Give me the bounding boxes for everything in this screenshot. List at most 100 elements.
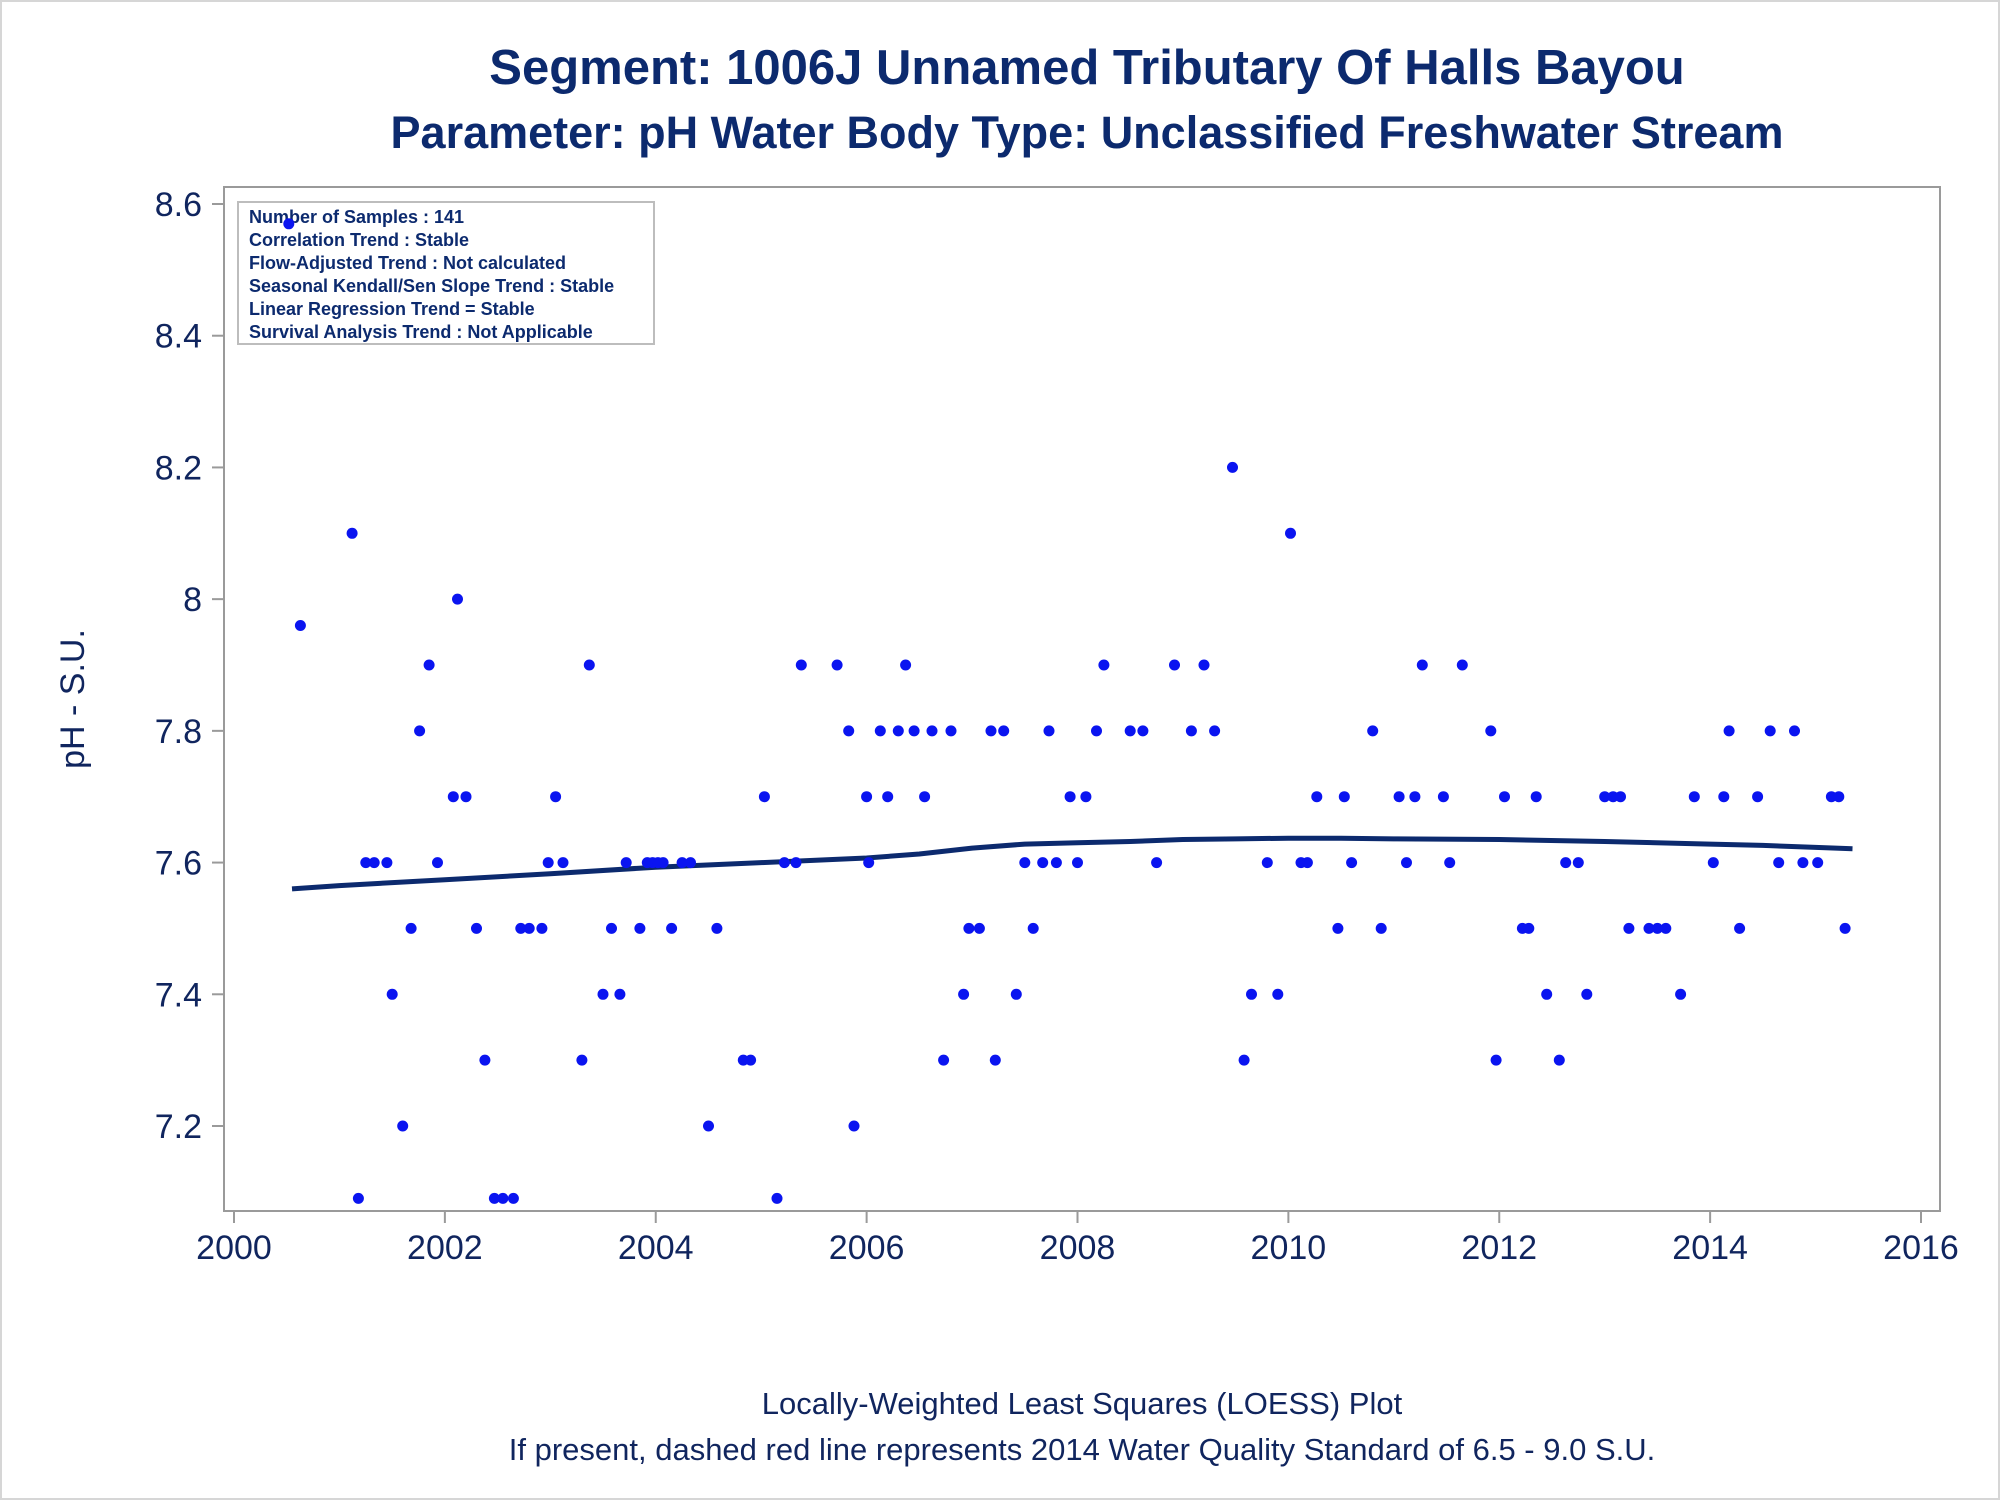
- y-tick-label-8.2: 8.2: [155, 449, 202, 487]
- data-point: [1401, 857, 1412, 869]
- data-point: [360, 857, 372, 869]
- data-point: [758, 791, 770, 803]
- data-point: [606, 922, 617, 934]
- trend-summary-box: Number of Samples : 141 Correlation Tren…: [237, 201, 655, 345]
- data-point: [1553, 1054, 1565, 1066]
- data-point: [1091, 725, 1102, 737]
- data-point: [1238, 1054, 1250, 1066]
- data-point: [550, 791, 562, 803]
- data-point: [1530, 791, 1542, 803]
- x-tick-label-2014: 2014: [1672, 1229, 1748, 1267]
- data-point: [778, 857, 790, 869]
- data-point: [423, 659, 435, 671]
- data-point: [620, 857, 632, 869]
- data-point: [1718, 791, 1730, 803]
- data-point: [1367, 725, 1379, 737]
- data-point: [1560, 857, 1572, 869]
- data-point: [381, 857, 393, 869]
- data-point: [1723, 725, 1735, 737]
- data-point: [1272, 988, 1284, 1000]
- data-point: [1198, 659, 1210, 671]
- x-tick-label-2000: 2000: [196, 1229, 272, 1267]
- data-point: [1660, 922, 1672, 934]
- inset-line-seasonal-kendall: Seasonal Kendall/Sen Slope Trend : Stabl…: [249, 276, 614, 296]
- data-point: [1572, 857, 1584, 869]
- data-point: [963, 922, 975, 934]
- data-point: [1375, 922, 1387, 934]
- data-point: [703, 1120, 714, 1132]
- data-point: [397, 1120, 409, 1132]
- data-point: [1124, 725, 1136, 737]
- x-tick-label-2006: 2006: [829, 1229, 905, 1267]
- data-point: [1227, 461, 1238, 473]
- y-tick-label-8.4: 8.4: [155, 318, 202, 356]
- data-point: [1752, 791, 1764, 803]
- y-tick-label-7.4: 7.4: [155, 976, 202, 1014]
- chart-title: Segment: 1006J Unnamed Tributary Of Hall…: [489, 41, 1684, 95]
- y-axis: 7.2 7.4 7.6 7.8 8 8.2 8.4 8.6: [155, 186, 224, 1146]
- data-point: [1261, 857, 1273, 869]
- x-tick-label-2012: 2012: [1461, 1229, 1537, 1267]
- data-point: [1541, 988, 1553, 1000]
- data-point: [1409, 791, 1421, 803]
- data-point: [1523, 922, 1535, 934]
- chart-subtitle: Parameter: pH Water Body Type: Unclassif…: [391, 107, 1784, 158]
- data-point: [666, 922, 678, 934]
- data-point: [985, 725, 997, 737]
- data-point: [1301, 857, 1313, 869]
- data-point: [1623, 922, 1635, 934]
- data-point: [597, 988, 609, 1000]
- data-point: [1789, 725, 1800, 737]
- data-point: [1581, 988, 1593, 1000]
- data-point: [1773, 857, 1785, 869]
- data-point: [1437, 791, 1449, 803]
- y-tick-label-8.6: 8.6: [155, 186, 202, 224]
- footnote-loess: Locally-Weighted Least Squares (LOESS) P…: [762, 1386, 1403, 1421]
- footnote-standard: If present, dashed red line represents 2…: [509, 1432, 1656, 1467]
- data-point: [583, 659, 595, 671]
- data-point: [861, 791, 873, 803]
- data-point: [1098, 659, 1110, 671]
- data-point: [447, 791, 459, 803]
- data-point: [346, 527, 358, 539]
- data-point: [497, 1192, 509, 1204]
- x-tick-label-2002: 2002: [407, 1229, 483, 1267]
- data-point: [1393, 791, 1405, 803]
- data-point: [882, 791, 894, 803]
- data-point: [1338, 791, 1350, 803]
- y-tick-label-8: 8: [183, 581, 202, 619]
- data-point: [1833, 791, 1845, 803]
- data-point: [1485, 725, 1497, 737]
- y-tick-label-7.8: 7.8: [155, 713, 202, 751]
- inset-line-correlation: Correlation Trend : Stable: [249, 230, 469, 250]
- data-point: [1707, 857, 1719, 869]
- data-point: [294, 620, 306, 631]
- x-tick-label-2010: 2010: [1251, 1229, 1327, 1267]
- inset-line-samples: Number of Samples : 141: [249, 207, 464, 227]
- data-point: [1037, 857, 1049, 869]
- data-point: [1599, 791, 1611, 803]
- data-point: [945, 725, 957, 737]
- loess-curve: [291, 835, 1853, 892]
- data-point: [1615, 791, 1626, 803]
- data-point: [542, 857, 554, 869]
- data-point: [790, 857, 802, 869]
- data-point: [843, 725, 855, 737]
- data-point: [998, 725, 1010, 737]
- data-point: [452, 593, 463, 605]
- data-point: [283, 218, 295, 230]
- data-point: [1346, 857, 1358, 869]
- data-point: [488, 1192, 500, 1204]
- data-point: [1043, 725, 1055, 737]
- data-point: [386, 988, 398, 1000]
- data-point: [536, 922, 548, 934]
- data-point: [368, 857, 380, 869]
- data-point: [1675, 988, 1687, 1000]
- data-point: [657, 857, 669, 869]
- plot-frame: [223, 186, 1941, 1212]
- y-tick-label-7.6: 7.6: [155, 845, 202, 883]
- data-point: [848, 1120, 860, 1132]
- data-point: [1643, 922, 1655, 934]
- data-point: [1651, 922, 1663, 934]
- data-point: [1209, 725, 1221, 737]
